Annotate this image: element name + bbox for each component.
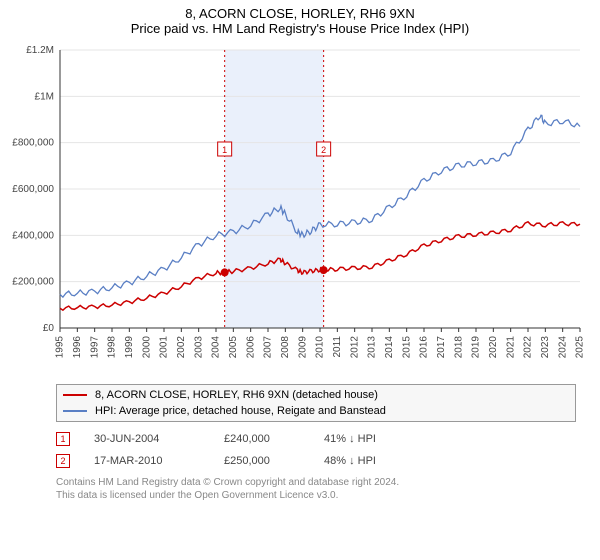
svg-text:2012: 2012: [349, 336, 360, 359]
svg-text:2025: 2025: [575, 336, 586, 359]
svg-text:1996: 1996: [72, 336, 83, 359]
svg-text:2007: 2007: [263, 336, 274, 359]
svg-text:2006: 2006: [245, 336, 256, 359]
svg-text:2014: 2014: [384, 336, 395, 359]
footnote-line1: Contains HM Land Registry data © Crown c…: [56, 476, 588, 489]
svg-text:2004: 2004: [211, 336, 222, 359]
legend-label: 8, ACORN CLOSE, HORLEY, RH6 9XN (detache…: [95, 389, 378, 401]
svg-text:2020: 2020: [488, 336, 499, 359]
svg-text:£0: £0: [43, 323, 55, 334]
chart-title: 8, ACORN CLOSE, HORLEY, RH6 9XN: [12, 6, 588, 21]
legend-label: HPI: Average price, detached house, Reig…: [95, 405, 386, 417]
svg-text:1: 1: [222, 145, 227, 155]
svg-text:2013: 2013: [367, 336, 378, 359]
svg-text:1997: 1997: [89, 336, 100, 359]
svg-text:1998: 1998: [107, 336, 118, 359]
svg-text:2011: 2011: [332, 336, 343, 358]
marker-price: £240,000: [224, 433, 324, 445]
marker-id-box: 2: [56, 454, 70, 468]
svg-text:2015: 2015: [401, 336, 412, 359]
marker-id-box: 1: [56, 432, 70, 446]
svg-text:1995: 1995: [55, 336, 66, 359]
footnote-line2: This data is licensed under the Open Gov…: [56, 489, 588, 502]
svg-text:£600,000: £600,000: [12, 184, 54, 195]
svg-text:£1.2M: £1.2M: [26, 45, 54, 56]
footnote: Contains HM Land Registry data © Crown c…: [56, 476, 588, 502]
svg-text:2009: 2009: [297, 336, 308, 359]
svg-text:2017: 2017: [436, 336, 447, 359]
marker-row: 2 17-MAR-2010£250,00048% ↓ HPI: [56, 450, 588, 472]
chart-container: 8, ACORN CLOSE, HORLEY, RH6 9XN Price pa…: [0, 0, 600, 560]
legend-item: HPI: Average price, detached house, Reig…: [63, 403, 569, 419]
svg-text:2000: 2000: [141, 336, 152, 359]
marker-price: £250,000: [224, 455, 324, 467]
svg-text:£1M: £1M: [35, 91, 54, 102]
svg-text:2008: 2008: [280, 336, 291, 359]
svg-text:2024: 2024: [557, 336, 568, 359]
svg-text:1999: 1999: [124, 336, 135, 359]
svg-text:2016: 2016: [419, 336, 430, 359]
marker-row: 1 30-JUN-2004£240,00041% ↓ HPI: [56, 428, 588, 450]
svg-text:2003: 2003: [193, 336, 204, 359]
svg-text:2018: 2018: [453, 336, 464, 359]
svg-text:2010: 2010: [315, 336, 326, 359]
svg-text:2019: 2019: [471, 336, 482, 359]
marker-table: 1 30-JUN-2004£240,00041% ↓ HPI 2 17-MAR-201…: [56, 428, 588, 472]
legend-swatch: [63, 410, 87, 412]
marker-hpi-diff: 48% ↓ HPI: [324, 455, 444, 467]
svg-text:2021: 2021: [505, 336, 516, 359]
chart-subtitle: Price paid vs. HM Land Registry's House …: [12, 21, 588, 36]
svg-text:2002: 2002: [176, 336, 187, 359]
svg-text:£400,000: £400,000: [12, 230, 54, 241]
svg-text:2: 2: [321, 145, 326, 155]
legend-swatch: [63, 394, 87, 396]
svg-text:£200,000: £200,000: [12, 277, 54, 288]
marker-date: 30-JUN-2004: [94, 433, 224, 445]
svg-text:2022: 2022: [523, 336, 534, 359]
marker-hpi-diff: 41% ↓ HPI: [324, 433, 444, 445]
svg-text:2005: 2005: [228, 336, 239, 359]
legend-item: 8, ACORN CLOSE, HORLEY, RH6 9XN (detache…: [63, 387, 569, 403]
svg-text:2001: 2001: [159, 336, 170, 359]
chart-svg: £0 £200,000 £400,000 £600,000 £800,000 £1M £1.…: [12, 40, 588, 380]
svg-text:2023: 2023: [540, 336, 551, 359]
chart-plot-area: £0 £200,000 £400,000 £600,000 £800,000 £1M £1.…: [12, 40, 588, 380]
marker-date: 17-MAR-2010: [94, 455, 224, 467]
legend: 8, ACORN CLOSE, HORLEY, RH6 9XN (detache…: [56, 384, 576, 422]
svg-text:£800,000: £800,000: [12, 138, 54, 149]
